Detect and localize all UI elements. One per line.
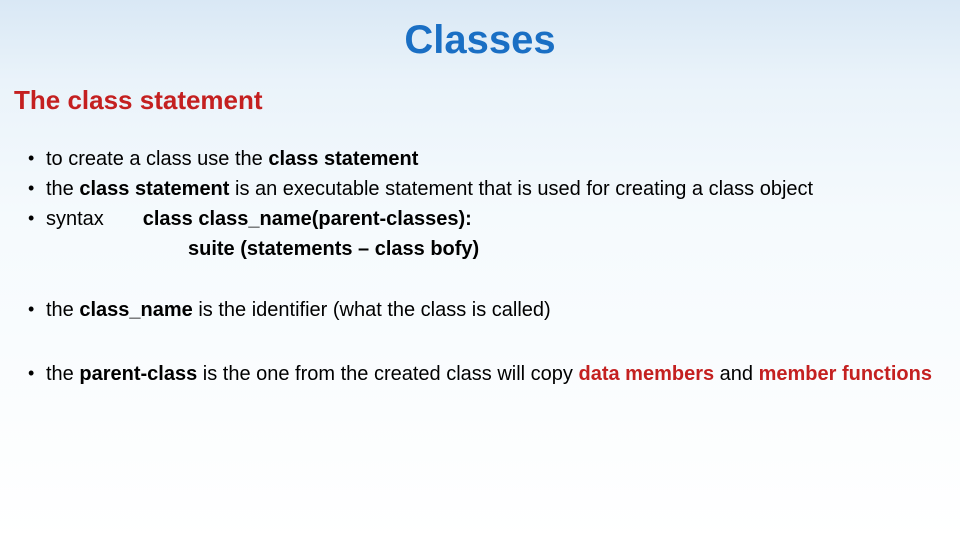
syntax-code-line2: suite (statements – class bofy) bbox=[20, 236, 940, 263]
bullet-text-bold: parent-class bbox=[79, 363, 197, 385]
bullet-text: the bbox=[46, 299, 79, 321]
bullet-text: syntax bbox=[46, 208, 104, 230]
bullet-item: syntax class class_name(parent-classes): bbox=[28, 206, 940, 233]
slide-title: Classes bbox=[20, 18, 940, 63]
bullet-text: the bbox=[46, 178, 79, 200]
bullet-list: the parent-class is the one from the cre… bbox=[20, 361, 940, 388]
bullet-text: is the identifier (what the class is cal… bbox=[193, 299, 551, 321]
bullet-spacer bbox=[104, 208, 143, 230]
syntax-code: class class_name(parent-classes): bbox=[143, 208, 472, 230]
bullet-item: the parent-class is the one from the cre… bbox=[28, 361, 940, 388]
slide-subtitle: The class statement bbox=[14, 85, 940, 116]
bullet-text: to create a class use the bbox=[46, 148, 268, 170]
bullet-text-bold: class statement bbox=[79, 178, 229, 200]
spacer bbox=[20, 263, 940, 297]
bullet-text-bold: class_name bbox=[79, 299, 192, 321]
bullet-text: is an executable statement that is used … bbox=[229, 178, 813, 200]
bullet-item: the class_name is the identifier (what t… bbox=[28, 297, 940, 324]
spacer bbox=[20, 327, 940, 361]
bullet-text-emphasis: data members bbox=[578, 363, 714, 385]
bullet-item: the class statement is an executable sta… bbox=[28, 176, 940, 203]
bullet-text: and bbox=[714, 363, 758, 385]
bullet-list: the class_name is the identifier (what t… bbox=[20, 297, 940, 324]
bullet-item: to create a class use the class statemen… bbox=[28, 146, 940, 173]
bullet-text: the bbox=[46, 363, 79, 385]
bullet-list: to create a class use the class statemen… bbox=[20, 146, 940, 233]
bullet-text-emphasis: member functions bbox=[759, 363, 932, 385]
bullet-text-bold: class statement bbox=[268, 148, 418, 170]
bullet-text: is the one from the created class will c… bbox=[197, 363, 578, 385]
